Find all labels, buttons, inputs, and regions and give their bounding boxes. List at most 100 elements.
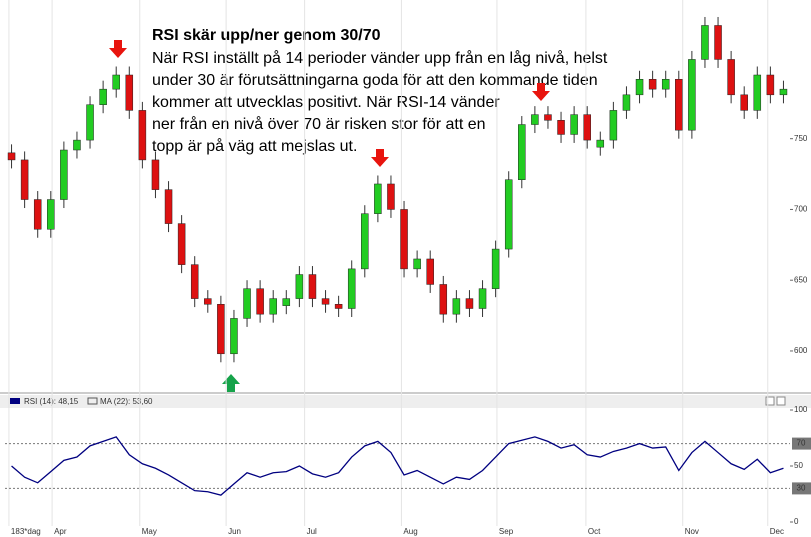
candle-body [701,25,709,60]
candle-body [557,120,565,135]
candle-body [347,268,356,309]
ma-legend: MA (22): 53,60 [100,397,153,406]
candle-body [544,114,552,121]
candle-body [596,139,605,148]
x-tick-label: Aug [403,527,417,536]
annotation-line: topp är på väg att mejslas ut. [152,137,357,155]
candle-body [478,288,487,309]
candle-body [400,209,408,270]
candle-body [177,223,186,265]
candle-body [33,199,42,230]
candle-body [648,78,657,90]
y-tick-label: 0 [794,517,799,526]
candle-body [190,264,199,299]
candle-body [256,288,264,315]
candle-body [334,304,343,309]
x-tick-label: Apr [54,527,67,536]
candle-body [688,59,696,131]
candle-body [766,74,775,96]
x-tick-label: 183*dag [11,527,41,536]
rsi-line [11,436,784,496]
y-tick-label: 600 [794,346,808,355]
rsi-legend-swatch [10,398,20,404]
ma-legend-swatch [87,397,98,405]
sell-arrow [109,40,127,58]
level-label: 30 [797,484,806,493]
candle-body [73,139,81,151]
candle-body [661,78,670,90]
annotation-line: kommer att utvecklas positivt. När RSI-1… [152,94,500,111]
candle-body [714,25,722,60]
candle-body [164,189,173,224]
candle-body [60,149,68,200]
candle-body [7,152,16,161]
candle-body [295,274,304,299]
candle-body [308,274,317,299]
annotation: RSI skär upp/ner genom 30/70 När RSI ins… [152,27,608,155]
candle-body [452,298,461,315]
close-button[interactable] [776,396,786,406]
candle-body [413,258,421,270]
sell-arrow [532,83,550,101]
candle-body [125,74,134,111]
candle-body [583,114,591,141]
x-tick-label: Oct [588,527,601,536]
candle-body [204,298,212,305]
x-tick-label: May [142,527,157,536]
annotation-title: RSI skär upp/ner genom 30/70 [152,27,381,44]
candle-body [20,159,29,200]
candle-body [531,114,539,125]
candle-body [138,110,147,161]
candle-body [387,183,395,210]
candle-body [361,213,369,270]
candle-body [99,88,107,105]
annotation-line: När RSI inställt på 14 perioder vänder u… [152,49,608,67]
candle-body [622,94,631,111]
candle-body [740,94,748,111]
y-tick-label: 50 [794,461,803,470]
candle-body [217,304,225,355]
candle-body [727,59,735,96]
y-tick-label: 700 [794,205,808,214]
rsi-legend: RSI (14): 48,15 [24,397,79,406]
level-label-box [792,437,811,450]
candle-body [47,199,55,230]
x-tick-label: Dec [770,527,784,536]
candle-body [753,74,762,111]
level-label: 70 [797,439,806,448]
candle-body [635,78,644,96]
window-button[interactable] [765,396,775,406]
candle-body [374,183,382,214]
x-tick-label: Jul [307,527,317,536]
annotation-line: under 30 är förutsättningarna goda för a… [152,72,598,89]
y-tick-label: 650 [794,275,808,284]
candle-body [779,88,788,96]
candle-body [609,110,618,141]
candle-body [282,298,291,306]
candle-body [243,288,251,319]
candle-body [230,318,238,355]
x-tick-label: Nov [685,527,699,536]
candle-body [321,298,330,305]
candle-body [112,74,120,90]
annotation-line: ner från en nivå över 70 är risken stor … [152,115,486,133]
sell-arrow [371,149,389,167]
y-tick-label: 750 [794,134,808,143]
x-tick-label: Sep [499,527,514,536]
candle-body [269,298,277,315]
candle-body [151,159,160,190]
x-tick-label: Jun [228,527,241,536]
candle-body [465,298,474,309]
candle-body [570,114,578,135]
candle-body [426,258,434,285]
candle-body [504,179,513,250]
candle-body [518,124,526,180]
candle-body [439,284,448,315]
candle-body [86,104,94,141]
level-label-box [792,482,811,495]
candle-body [675,78,683,131]
y-tick-label: 100 [794,405,808,414]
buy-arrow [222,374,240,392]
rsi-header [0,395,811,408]
